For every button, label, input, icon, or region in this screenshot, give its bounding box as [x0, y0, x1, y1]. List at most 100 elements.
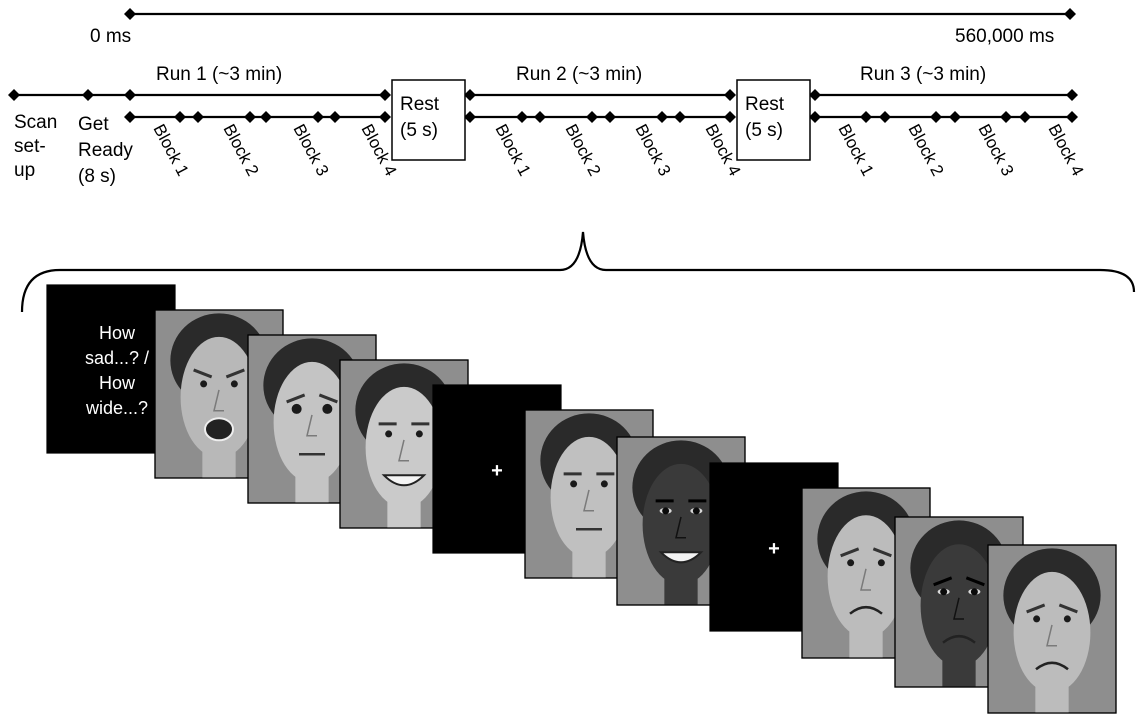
- face-card-2-right-brow: [318, 393, 338, 404]
- face-card-3-nose: [398, 439, 409, 462]
- fixation-cross-1: +: [491, 460, 503, 482]
- face-card-1-mouth: [204, 417, 234, 442]
- run-3-block-3-end-marker: [1000, 111, 1012, 123]
- face-card-7-mouth: [942, 634, 976, 644]
- run-2: Run 2 (~3 min)Block 1 Block 2 Block 3 Block…: [464, 64, 744, 179]
- run-1-block-1-label: Block 1: [149, 121, 192, 179]
- run-2-start-marker: [464, 89, 476, 101]
- run-3-block-2-label: Block 2: [904, 121, 947, 179]
- face-card-5-nose: [675, 516, 686, 539]
- face-card-8: [987, 544, 1117, 714]
- ready-start-marker: [82, 89, 94, 101]
- run-3-block-3-start-marker: [949, 111, 961, 123]
- overall-timeline: 0 ms 560,000 ms: [90, 8, 1076, 47]
- face-card-4-face: [550, 436, 628, 558]
- face-card-1-right-eye: [230, 380, 238, 388]
- runs: Run 1 (~3 min) Block 1 Block 2 Block 3 Block…: [124, 64, 1087, 179]
- timeline-end-marker: [1064, 8, 1076, 20]
- face-card-5-mouth: [658, 551, 704, 564]
- face-card-8-right-brow: [1058, 603, 1078, 614]
- run-3-block-1-label: Block 1: [834, 121, 877, 179]
- run-1-label: Run 1 (~3 min): [156, 64, 282, 85]
- face-card-7-right-brow: [965, 576, 985, 587]
- face-card-2-right-eye: [322, 403, 333, 414]
- run-1-block-3-start-marker: [260, 111, 272, 123]
- run-2-end-marker: [724, 89, 736, 101]
- run-1-end-marker: [379, 89, 391, 101]
- face-card-3-left-eye: [385, 430, 393, 438]
- face-card-1-left-brow: [193, 368, 213, 379]
- run-3-block-2-end-marker: [930, 111, 942, 123]
- face-card-1-nose: [213, 389, 224, 412]
- run-2-block-2-label: Block 2: [561, 121, 604, 179]
- run-2-block-1-end-marker: [516, 111, 528, 123]
- run-3-block-4-start-marker: [1019, 111, 1031, 123]
- face-card-3-right-eye: [415, 430, 423, 438]
- face-card-2-nose: [306, 414, 317, 437]
- face-card-4-left-eye: [570, 480, 578, 488]
- run-3-end-marker: [1066, 89, 1078, 101]
- rest-1-label: Rest (5 s): [400, 94, 444, 141]
- run-1: Run 1 (~3 min)Block 1 Block 2 Block 3 Block…: [124, 64, 400, 179]
- timeline-start-label: 0 ms: [90, 26, 131, 47]
- face-card-8-face: [1013, 571, 1091, 693]
- rest-2-box: [736, 79, 811, 161]
- run-3-start-marker: [809, 89, 821, 101]
- face-card-6-nose: [860, 568, 871, 591]
- rest-1-box: [391, 79, 466, 161]
- cue-card-background: [46, 284, 176, 454]
- cue-card: How sad...? / How wide...?: [46, 284, 176, 454]
- face-card-8-nose: [1046, 624, 1057, 647]
- face-card-1-right-brow: [225, 368, 245, 379]
- face-card-8-left-eye: [1033, 615, 1041, 623]
- face-card-1-face: [180, 336, 258, 458]
- run-3: Run 3 (~3 min) Block 1 Block 2 Block 3 Block…: [809, 64, 1087, 179]
- run-2-block-1-start-marker: [464, 111, 476, 123]
- face-card-6-right-eye: [877, 559, 885, 567]
- fixation-cross-2: +: [768, 538, 780, 560]
- face-card-3-mouth: [381, 474, 427, 487]
- run-3-block-4-end-marker: [1066, 111, 1078, 123]
- scan-start-marker: [8, 89, 20, 101]
- rest-2-label: Rest (5 s): [745, 94, 789, 141]
- face-card-8-right-eye: [1063, 615, 1071, 623]
- scan-setup-label: Scan set- up: [14, 112, 63, 181]
- face-card-6-left-eye: [847, 559, 855, 567]
- face-card-6-left-brow: [840, 547, 860, 558]
- face-card-1-left-eye: [200, 380, 208, 388]
- run-2-block-2-start-marker: [534, 111, 546, 123]
- face-card-6-right-brow: [872, 547, 892, 558]
- run-3-block-1-end-marker: [860, 111, 872, 123]
- rest-2: Rest (5 s): [736, 79, 811, 161]
- run-2-block-3-end-marker: [656, 111, 668, 123]
- timeline-end-label: 560,000 ms: [955, 26, 1054, 47]
- run-2-block-4-start-marker: [674, 111, 686, 123]
- run-2-block-4-end-marker: [724, 111, 736, 123]
- face-card-8-border: [987, 544, 1117, 714]
- run-2-block-3-start-marker: [604, 111, 616, 123]
- run-3-block-1-start-marker: [809, 111, 821, 123]
- face-card-4-right-eye: [600, 480, 608, 488]
- run-1-block-4-end-marker: [379, 111, 391, 123]
- face-card-7-right-eye: [970, 588, 978, 596]
- run-3-block-4-label: Block 4: [1044, 121, 1087, 179]
- get-ready-label: Get Ready (8 s): [78, 114, 138, 187]
- face-card-5-left-eye: [662, 507, 670, 515]
- face-card-3-face: [365, 386, 443, 508]
- face-card-6-mouth: [849, 605, 883, 615]
- face-card-8-mouth: [1035, 661, 1069, 671]
- run-2-block-3-label: Block 3: [631, 121, 674, 179]
- run-2-block-2-end-marker: [586, 111, 598, 123]
- run-1-block-1-end-marker: [174, 111, 186, 123]
- run-1-block-2-label: Block 2: [219, 121, 262, 179]
- rest-1: Rest (5 s): [391, 79, 466, 161]
- face-card-5-right-eye: [692, 507, 700, 515]
- cue-question-text: How sad...? / How wide...?: [85, 323, 149, 418]
- pre-run-segments: Scan set- up Get Ready (8 s): [8, 89, 138, 187]
- stimulus-sequence: How sad...? / How wide...? + +: [46, 284, 1117, 714]
- face-card-2-face: [273, 361, 351, 483]
- run-2-block-1-label: Block 1: [491, 121, 534, 179]
- face-card-5-face: [642, 463, 720, 585]
- face-card-7-left-brow: [933, 576, 953, 587]
